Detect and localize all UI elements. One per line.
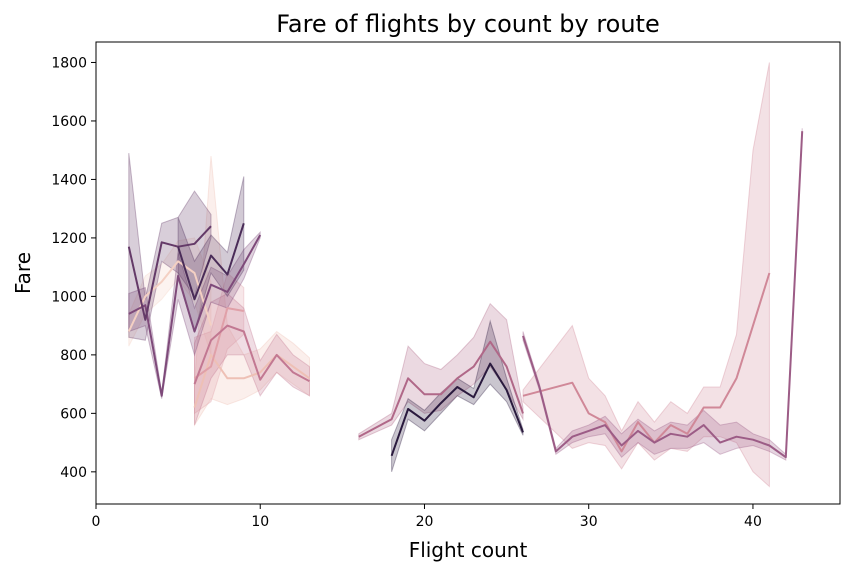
series-7-line bbox=[522, 131, 804, 459]
y-tick-label: 1800 bbox=[51, 55, 87, 71]
series-4-line bbox=[522, 272, 771, 453]
y-tick-label: 1600 bbox=[51, 114, 87, 130]
y-tick-label: 1000 bbox=[51, 289, 87, 305]
series-8-band bbox=[128, 230, 261, 399]
series-6-band bbox=[358, 302, 524, 441]
x-tick-label: 0 bbox=[92, 514, 101, 530]
series-6-line bbox=[358, 340, 524, 438]
y-tick-label: 400 bbox=[60, 465, 87, 481]
chart-title: Fare of flights by count by route bbox=[276, 10, 659, 38]
y-tick-label: 1200 bbox=[51, 231, 87, 247]
x-tick-label: 30 bbox=[580, 514, 598, 530]
y-tick-label: 1400 bbox=[51, 172, 87, 188]
series-lines bbox=[127, 131, 804, 459]
series-10-line bbox=[177, 222, 245, 301]
y-axis-label: Fare bbox=[11, 252, 35, 294]
y-tick-label: 800 bbox=[60, 348, 87, 364]
series-3-line bbox=[193, 307, 244, 380]
plot-frame bbox=[95, 41, 841, 505]
y-axis-ticks: 400 600 800 1000 1200 1400 1600 1800 bbox=[51, 55, 96, 481]
x-tick-label: 20 bbox=[416, 514, 434, 530]
series-11-band bbox=[391, 319, 524, 472]
series-9-line bbox=[127, 225, 212, 321]
series-5-line bbox=[193, 324, 310, 385]
series-1-line bbox=[127, 260, 212, 332]
x-axis-label: Flight count bbox=[409, 538, 528, 562]
x-tick-label: 40 bbox=[744, 514, 762, 530]
y-tick-label: 600 bbox=[60, 406, 87, 422]
x-axis-ticks: 0 10 20 30 40 bbox=[92, 504, 762, 530]
series-4-band bbox=[522, 62, 770, 488]
series-8-line bbox=[128, 234, 262, 397]
series-11-line bbox=[390, 362, 524, 457]
x-tick-label: 10 bbox=[251, 514, 269, 530]
